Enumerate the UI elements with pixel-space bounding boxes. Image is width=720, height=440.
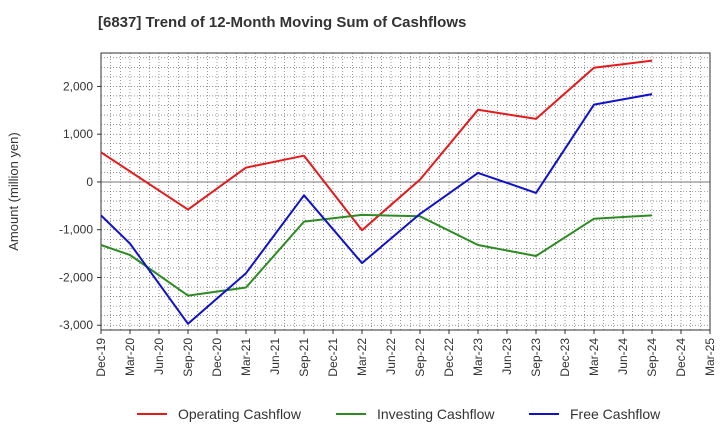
x-tick-label: Mar-20 bbox=[123, 338, 137, 376]
y-tick-label: 0 bbox=[86, 175, 93, 189]
y-tick-label: -1,000 bbox=[59, 223, 93, 237]
series-line bbox=[100, 59, 653, 232]
x-tick-label: Sep-24 bbox=[645, 338, 659, 377]
x-tick-label: Mar-21 bbox=[239, 338, 253, 376]
x-tick-label: Dec-23 bbox=[558, 338, 572, 377]
y-tick-label: 1,000 bbox=[63, 127, 93, 141]
x-tick-label: Dec-20 bbox=[210, 338, 224, 377]
x-tick-label: Mar-22 bbox=[355, 338, 369, 376]
x-tick-label: Jun-23 bbox=[500, 338, 514, 375]
x-tick-label: Mar-23 bbox=[471, 338, 485, 376]
legend-label: Investing Cashflow bbox=[377, 406, 495, 422]
x-tick-label: Jun-21 bbox=[268, 338, 282, 375]
legend-label: Free Cashflow bbox=[570, 406, 661, 422]
y-tick-label: -3,000 bbox=[59, 318, 93, 332]
x-tick-label: Sep-22 bbox=[413, 338, 427, 377]
chart-title: [6837] Trend of 12-Month Moving Sum of C… bbox=[98, 14, 467, 31]
series-line bbox=[100, 93, 653, 325]
x-tick-label: Jun-20 bbox=[152, 338, 166, 375]
x-tick-label: Jun-22 bbox=[384, 338, 398, 375]
x-tick-label: Dec-19 bbox=[94, 338, 108, 377]
y-tick-label: -2,000 bbox=[59, 270, 93, 284]
y-tick-label: 2,000 bbox=[63, 79, 93, 93]
plot-border bbox=[100, 52, 711, 331]
x-tick-label: Sep-20 bbox=[181, 338, 195, 377]
series-line bbox=[100, 213, 653, 297]
x-tick-label: Dec-21 bbox=[326, 338, 340, 377]
y-axis-label: Amount (million yen) bbox=[6, 132, 21, 251]
x-tick-label: Dec-24 bbox=[674, 338, 688, 377]
legend-label: Operating Cashflow bbox=[178, 406, 302, 422]
x-tick-label: Dec-22 bbox=[442, 338, 456, 377]
series-layer bbox=[100, 59, 653, 325]
legend: Operating Cashflow Investing Cashflow Free… bbox=[137, 406, 661, 422]
x-tick-label: Mar-24 bbox=[587, 338, 601, 376]
x-tick-label: Jun-24 bbox=[616, 338, 630, 375]
x-tick-label: Sep-23 bbox=[529, 338, 543, 377]
x-tick-label: Sep-21 bbox=[297, 338, 311, 377]
x-tick-label: Mar-25 bbox=[703, 338, 717, 376]
